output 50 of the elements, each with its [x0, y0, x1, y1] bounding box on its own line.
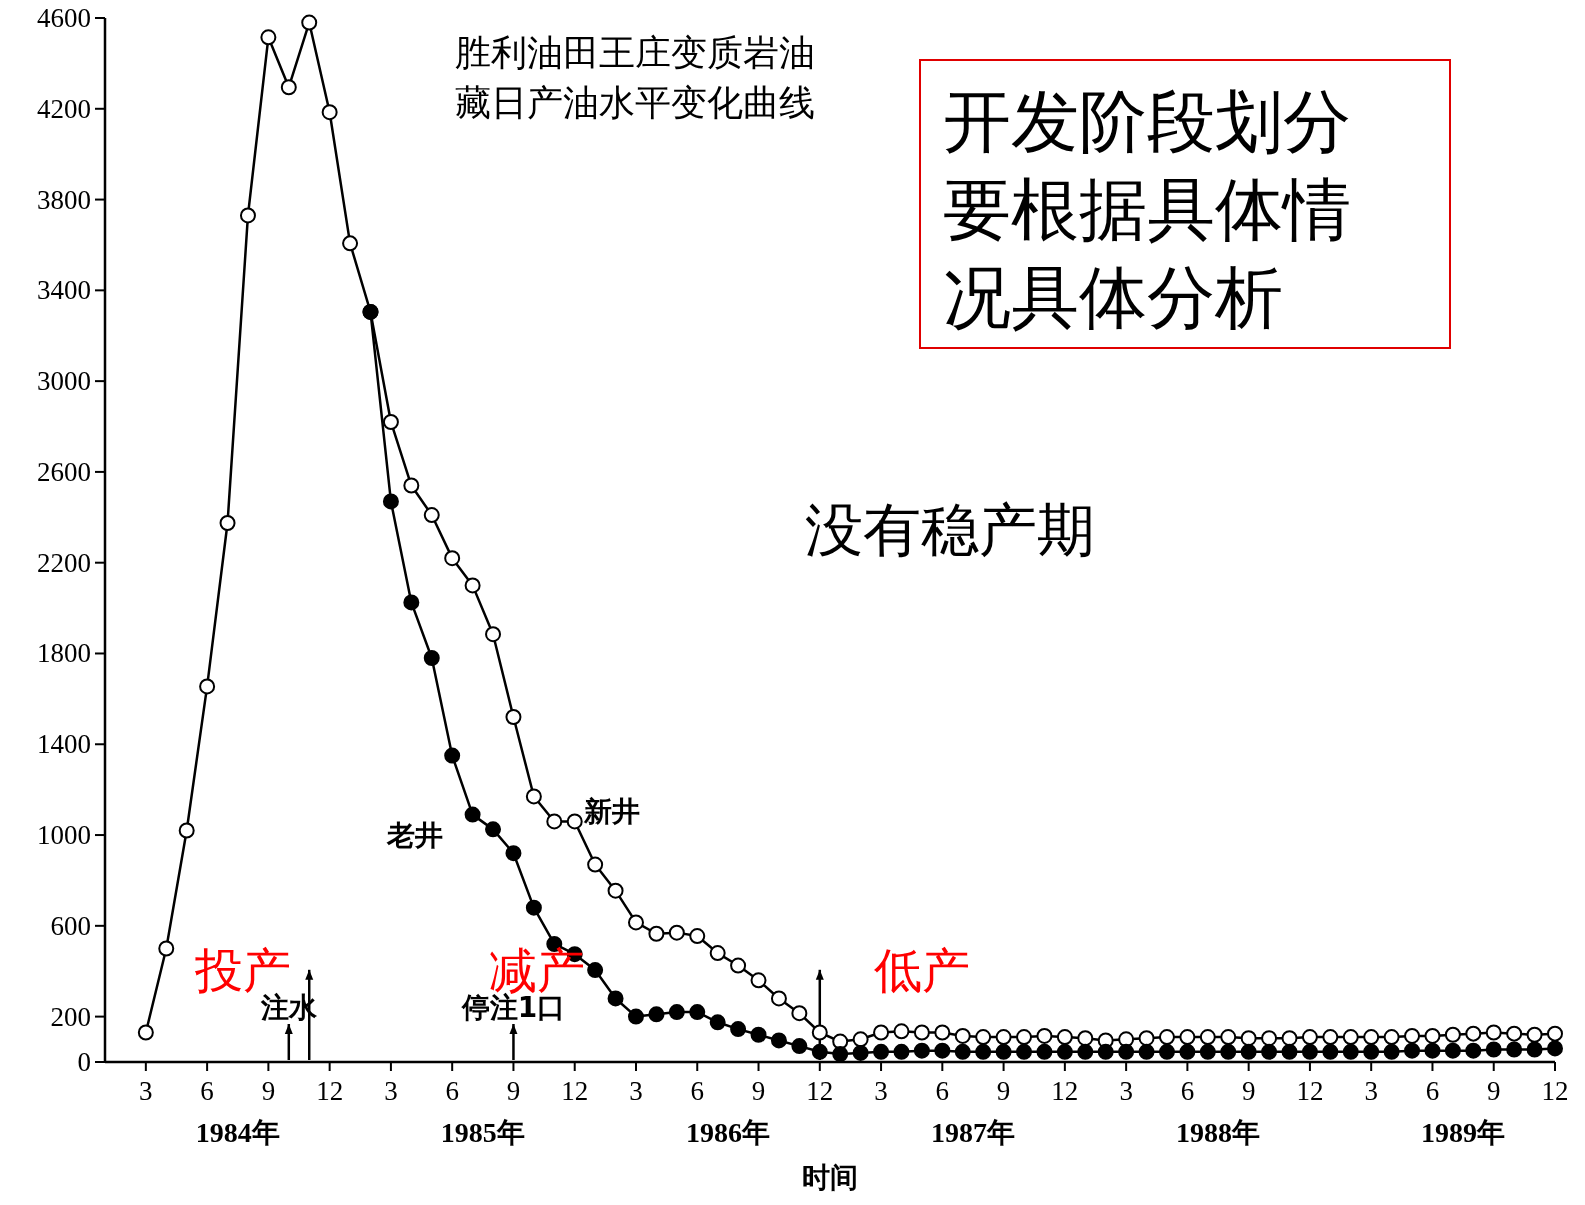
x-tick-label: 6 — [200, 1076, 214, 1106]
x-tick-label: 9 — [506, 1076, 521, 1106]
x-tick-label: 6 — [1180, 1076, 1195, 1106]
x-tick-label: 3 — [1119, 1076, 1133, 1106]
y-tick-label: 600 — [50, 910, 91, 941]
y-tick-label: 4600 — [37, 3, 91, 33]
x-tick-label: 6 — [445, 1076, 459, 1106]
x-tick-label: 9 — [751, 1076, 766, 1106]
y-tick-label: 4200 — [37, 93, 91, 124]
x-tick-label: 3 — [874, 1076, 888, 1106]
y-tick-label: 3800 — [37, 184, 91, 215]
x-tick-label: 12 — [1541, 1076, 1569, 1106]
x-tick-label: 3 — [384, 1076, 398, 1106]
annotation: 1988年 — [1176, 1117, 1261, 1148]
x-tick-label: 9 — [1486, 1076, 1501, 1106]
annotation: 1989年 — [1421, 1117, 1506, 1148]
y-tick-label: 1400 — [37, 729, 91, 760]
x-tick-label: 12 — [1051, 1076, 1079, 1106]
x-tick-label: 9 — [1241, 1076, 1256, 1106]
annotation: 1987年 — [930, 1117, 1015, 1148]
y-tick-label: 0 — [77, 1047, 91, 1077]
x-axis-title: 时间 — [802, 1162, 858, 1193]
x-tick-label: 6 — [935, 1076, 950, 1106]
x-tick-label: 3 — [1364, 1076, 1378, 1106]
x-tick-label: 12 — [1296, 1076, 1324, 1106]
x-tick-label: 12 — [316, 1076, 344, 1106]
x-tick-label: 3 — [629, 1076, 643, 1106]
y-tick-label: 2600 — [37, 456, 91, 487]
annotation: 1985年 — [440, 1117, 525, 1148]
annotation: 没有稳产期 — [805, 498, 1095, 563]
x-tick-label: 9 — [261, 1076, 276, 1106]
x-tick-label: 9 — [996, 1076, 1011, 1106]
x-tick-label: 12 — [561, 1076, 589, 1106]
annotation: 低产 — [873, 944, 970, 997]
y-tick-label: 1000 — [37, 820, 91, 851]
x-tick-label: 6 — [1425, 1076, 1440, 1106]
y-tick-label: 3000 — [37, 366, 91, 397]
x-tick-label: 12 — [806, 1076, 834, 1106]
series-label: 新井 — [583, 795, 641, 829]
x-tick-label: 3 — [139, 1076, 153, 1106]
y-tick-label: 2200 — [37, 547, 91, 578]
subtitle-box: 开发阶段划分要根据具体情况具体分析 — [919, 59, 1451, 349]
x-tick-label: 6 — [690, 1076, 704, 1106]
y-tick-label: 1800 — [37, 638, 91, 669]
annotation: 1984年 — [195, 1117, 280, 1148]
annotation: 1986年 — [685, 1117, 770, 1148]
y-tick-label: 200 — [50, 1001, 91, 1032]
series-label: 老井 — [385, 818, 443, 852]
text: 胜利油田王庄变质岩油藏日产油水平变化曲线 — [455, 32, 815, 123]
y-tick-label: 3400 — [37, 275, 91, 306]
